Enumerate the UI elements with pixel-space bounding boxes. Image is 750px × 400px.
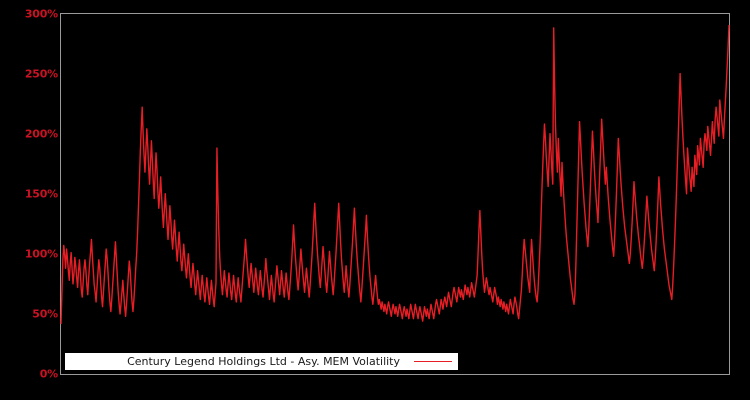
y-axis-tick-label: 300% [24,7,58,20]
y-axis-tick-label: 200% [24,127,58,141]
y-axis-tick-labels: 0% 50% 100% 150% 200% 250% 300% [0,0,58,400]
series-line-volatility [60,24,730,325]
legend-line-sample [414,361,452,362]
legend-label: Century Legend Holdings Ltd - Asy. MEM V… [127,354,400,368]
y-axis-tick-label: 250% [24,67,58,81]
y-axis-tick-label: 100% [24,247,58,261]
y-axis-tick-label: 50% [32,307,58,321]
chart-legend: Century Legend Holdings Ltd - Asy. MEM V… [65,353,458,370]
y-axis-tick-label: 150% [24,187,58,201]
plot-frame [60,13,730,375]
y-axis-tick-label: 0% [39,367,58,381]
